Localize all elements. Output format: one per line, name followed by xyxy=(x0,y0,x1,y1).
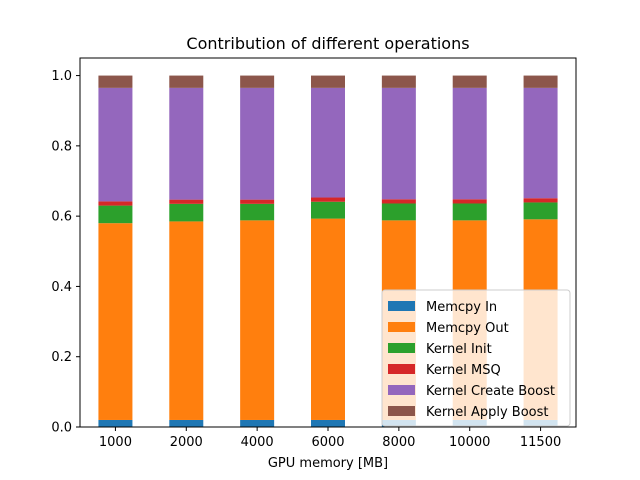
bar-segment xyxy=(169,75,204,88)
x-axis-label: GPU memory [MB] xyxy=(268,456,388,471)
legend-label: Memcpy Out xyxy=(426,321,509,336)
y-tick-label: 1.0 xyxy=(51,69,72,84)
legend-box xyxy=(381,289,571,427)
legend-swatch xyxy=(388,385,415,395)
bar-segment xyxy=(523,87,558,199)
legend-label: Kernel Create Boost xyxy=(426,384,555,399)
legend-swatch xyxy=(388,322,415,332)
legend-label: Kernel MSQ xyxy=(426,363,501,378)
legend-label: Kernel Apply Boost xyxy=(426,405,549,420)
x-tick-label: 11500 xyxy=(520,435,561,450)
bar-segment xyxy=(452,203,487,221)
x-tick-label: 6000 xyxy=(311,435,344,450)
bar-segment xyxy=(452,87,487,200)
legend-swatch xyxy=(388,406,415,416)
bar-segment xyxy=(311,218,345,420)
legend-label: Memcpy In xyxy=(426,300,497,315)
bar-segment xyxy=(452,75,487,88)
x-tick-label: 4000 xyxy=(241,435,274,450)
bar-segment xyxy=(169,87,204,200)
bar-segment xyxy=(523,198,558,203)
legend: Memcpy In Memcpy Out Kernel Init Kernel MSQ… xyxy=(381,289,571,427)
bar-segment xyxy=(98,87,133,202)
legend-swatch xyxy=(388,301,415,311)
bar-segment xyxy=(381,199,416,204)
bar-segment xyxy=(98,75,133,88)
y-tick-label: 0.8 xyxy=(51,139,72,154)
y-tick-label: 0.2 xyxy=(51,350,72,365)
bar-segment xyxy=(381,203,416,221)
bar-segment xyxy=(169,221,204,420)
bar-segment xyxy=(240,199,275,204)
bar-segment xyxy=(169,199,204,204)
bar-segment xyxy=(240,203,275,221)
bar-segment xyxy=(311,201,345,219)
bar-segment xyxy=(98,205,133,224)
bar-segment xyxy=(311,419,345,427)
bar-segment xyxy=(98,419,133,427)
axes-layer: 0.0 0.2 0.4 0.6 0.8 1.0 1000 2000 4000 6000 8000 10… xyxy=(51,57,577,450)
x-tick-label: 10000 xyxy=(449,435,490,450)
bar-segment xyxy=(523,75,558,88)
bar-segment xyxy=(240,220,275,420)
bar-segment xyxy=(169,203,204,222)
bar-segment xyxy=(311,75,345,88)
x-tick-label: 1000 xyxy=(99,435,132,450)
bar-segment xyxy=(381,75,416,88)
x-tick-label: 2000 xyxy=(170,435,203,450)
bar-segment xyxy=(98,201,133,206)
bar-segment xyxy=(311,87,345,198)
x-tick-label: 8000 xyxy=(382,435,415,450)
bar-segment xyxy=(240,75,275,88)
bar-segment xyxy=(311,197,345,202)
bar-segment xyxy=(523,202,558,220)
legend-swatch xyxy=(388,343,415,353)
legend-label: Kernel Init xyxy=(426,342,492,357)
bar-segment xyxy=(381,87,416,200)
y-tick-label: 0.6 xyxy=(51,210,72,225)
legend-swatch xyxy=(388,364,415,374)
chart-title: Contribution of different operations xyxy=(186,34,469,53)
y-tick-label: 0.0 xyxy=(51,421,72,436)
bar-segment xyxy=(169,419,204,427)
bar-segment xyxy=(98,223,133,420)
y-tick-label: 0.4 xyxy=(51,280,72,295)
bar-segment xyxy=(452,199,487,204)
bar-segment xyxy=(240,87,275,200)
bar-segment xyxy=(240,419,275,427)
